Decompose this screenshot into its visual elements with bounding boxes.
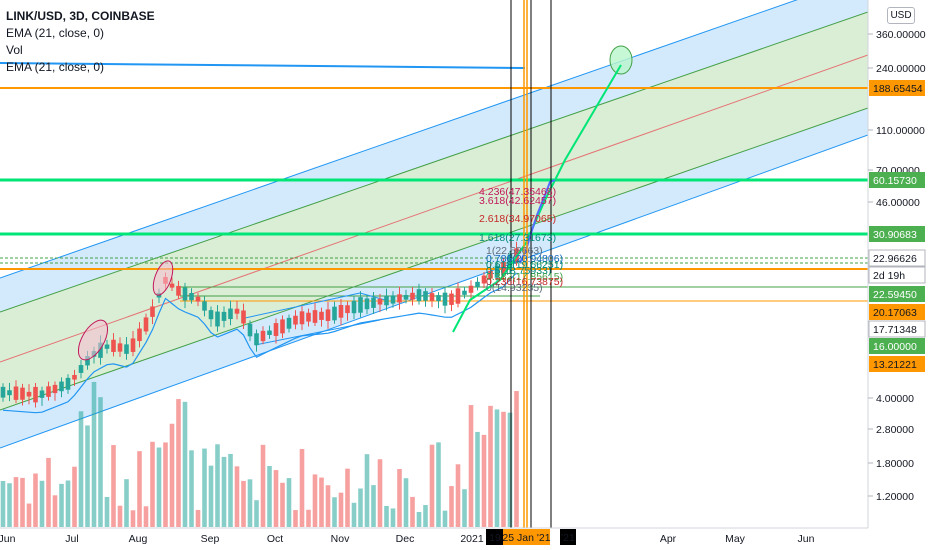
svg-text:17.71348: 17.71348 (873, 324, 917, 336)
svg-text:30.90683: 30.90683 (873, 229, 917, 241)
fib-labels: 4.236(47.35468)3.618(42.62457) 2.618(34.9… (479, 186, 563, 294)
volume-bars (0, 381, 519, 527)
highlight-ellipse-aug (152, 260, 174, 296)
price-label: 22.59450 (869, 286, 925, 302)
chart-legend: LINK/USD, 3D, COINBASE EMA (21, close, 0… (6, 8, 155, 76)
fib-level-label: 0.236(16.73875) (486, 276, 563, 288)
highlight-ellipse-jul (77, 319, 109, 361)
fib-level-label: 0(14.93235) (486, 282, 543, 294)
x-tick-label: Jun (798, 533, 815, 545)
x-highlight-label: 25 Jan '21 (502, 532, 550, 544)
price-label: 13.21221 (869, 356, 925, 372)
price-label: 20.17063 (869, 304, 925, 320)
x-tick-label: Apr (660, 533, 677, 545)
svg-text:16.00000: 16.00000 (873, 341, 917, 353)
channel-inner-lower-line (0, 107, 868, 411)
fib-level-label: 1.618(27.31673) (479, 232, 556, 244)
ema-indicator-label-2[interactable]: EMA (21, close, 0) (6, 60, 105, 74)
fib-level-label: 0.5(18.75933) (486, 265, 551, 277)
svg-text:22.59450: 22.59450 (873, 289, 917, 301)
channel-mid-line (0, 54, 868, 363)
x-tick-label: Sep (201, 533, 220, 545)
price-label: 22.96626 (868, 249, 926, 267)
triangle-upper (244, 292, 361, 319)
x-tick-label: Jun (0, 533, 16, 545)
target-ellipse (609, 45, 633, 75)
svg-text:22.96626: 22.96626 (873, 253, 917, 265)
svg-text:2d 19h: 2d 19h (873, 270, 905, 282)
x-highlight-label: 19 (489, 532, 501, 544)
candles (0, 241, 519, 408)
time-axis-highlights: 19 25 Jan '21 '21 (486, 529, 576, 545)
svg-text:20.17063: 20.17063 (873, 307, 917, 319)
fib-level-label: 2.618(34.97065) (479, 213, 556, 225)
price-label: 2d 19h (868, 266, 926, 284)
fib-level-label: 0.382(17.85615) (486, 271, 563, 283)
svg-text:13.21221: 13.21221 (873, 359, 917, 371)
volume-indicator-label[interactable]: Vol (6, 43, 23, 57)
y-tick-label: 240.00000 (876, 63, 926, 75)
price-label: 30.90683 (869, 226, 925, 242)
x-tick-label: Dec (396, 533, 415, 545)
fib-level-label: 3.618(42.62457) (479, 195, 556, 207)
old-high-line-blue (0, 62, 526, 69)
y-tick-label: 110.00000 (876, 125, 925, 137)
price-axis-labels: 188.65454 60.15730 30.90683 22.96626 2d 19h 2… (868, 80, 926, 372)
x-tick-label: Nov (331, 533, 350, 545)
channel-upper-line (0, 0, 798, 279)
price-axis[interactable]: 360.00000240.00000110.0000070.0000046.00… (868, 29, 926, 503)
fib-level-label: 1(22.58663) (486, 245, 543, 257)
x-tick-label: Aug (129, 533, 148, 545)
svg-text:188.65454: 188.65454 (873, 83, 923, 95)
x-tick-label: 2021 (460, 533, 484, 545)
price-label: 188.65454 (869, 80, 925, 96)
price-label: 16.00000 (869, 338, 925, 354)
svg-text:60.15730: 60.15730 (873, 175, 917, 187)
ema-21-line (2, 272, 517, 414)
symbol-title[interactable]: LINK/USD, 3D, COINBASE (6, 9, 155, 23)
x-tick-label: May (725, 533, 746, 545)
price-label: 60.15730 (869, 172, 925, 188)
fib-level-label: 4.236(47.35468) (479, 186, 556, 198)
x-tick-label: Jul (65, 533, 78, 545)
time-axis[interactable]: Jun Jul Aug Sep Oct Nov Dec 2021 Apr May Jun (0, 533, 815, 545)
y-tick-label: 46.00000 (876, 197, 920, 209)
price-label: 17.71348 (868, 320, 926, 338)
y-tick-label: 1.20000 (876, 491, 914, 503)
y-tick-label: 1.80000 (876, 458, 914, 470)
y-tick-label: 2.80000 (876, 424, 914, 436)
projection-line (452, 64, 622, 333)
channel-lower-line (0, 134, 868, 449)
y-tick-label: 4.00000 (876, 393, 914, 405)
ema-indicator-label[interactable]: EMA (21, close, 0) (6, 26, 105, 40)
x-highlight-label: '21 (561, 532, 575, 544)
currency-button[interactable]: USD (887, 7, 915, 24)
fib-level-label: 0.786(20.94806) (486, 253, 563, 265)
fib-level-label: 0.618(19.66251) (486, 259, 563, 271)
x-tick-label: Oct (267, 533, 283, 545)
y-tick-label: 360.00000 (876, 29, 926, 41)
channel-inner-upper-line (0, 11, 868, 313)
